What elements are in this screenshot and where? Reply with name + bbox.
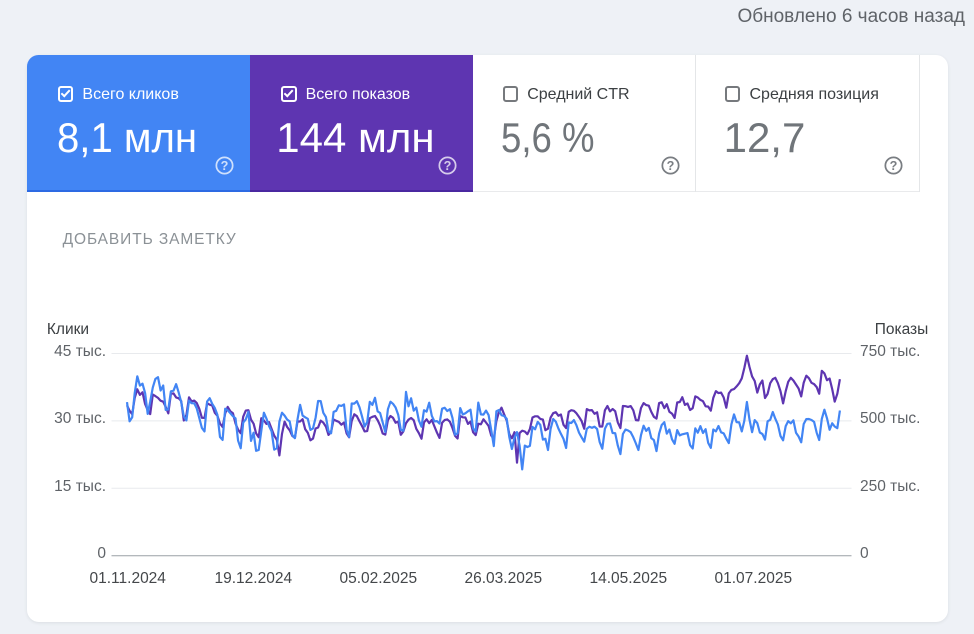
svg-text:?: ? (444, 159, 452, 173)
svg-text:?: ? (667, 159, 675, 173)
svg-text:?: ? (221, 159, 229, 173)
svg-text:?: ? (890, 159, 898, 173)
